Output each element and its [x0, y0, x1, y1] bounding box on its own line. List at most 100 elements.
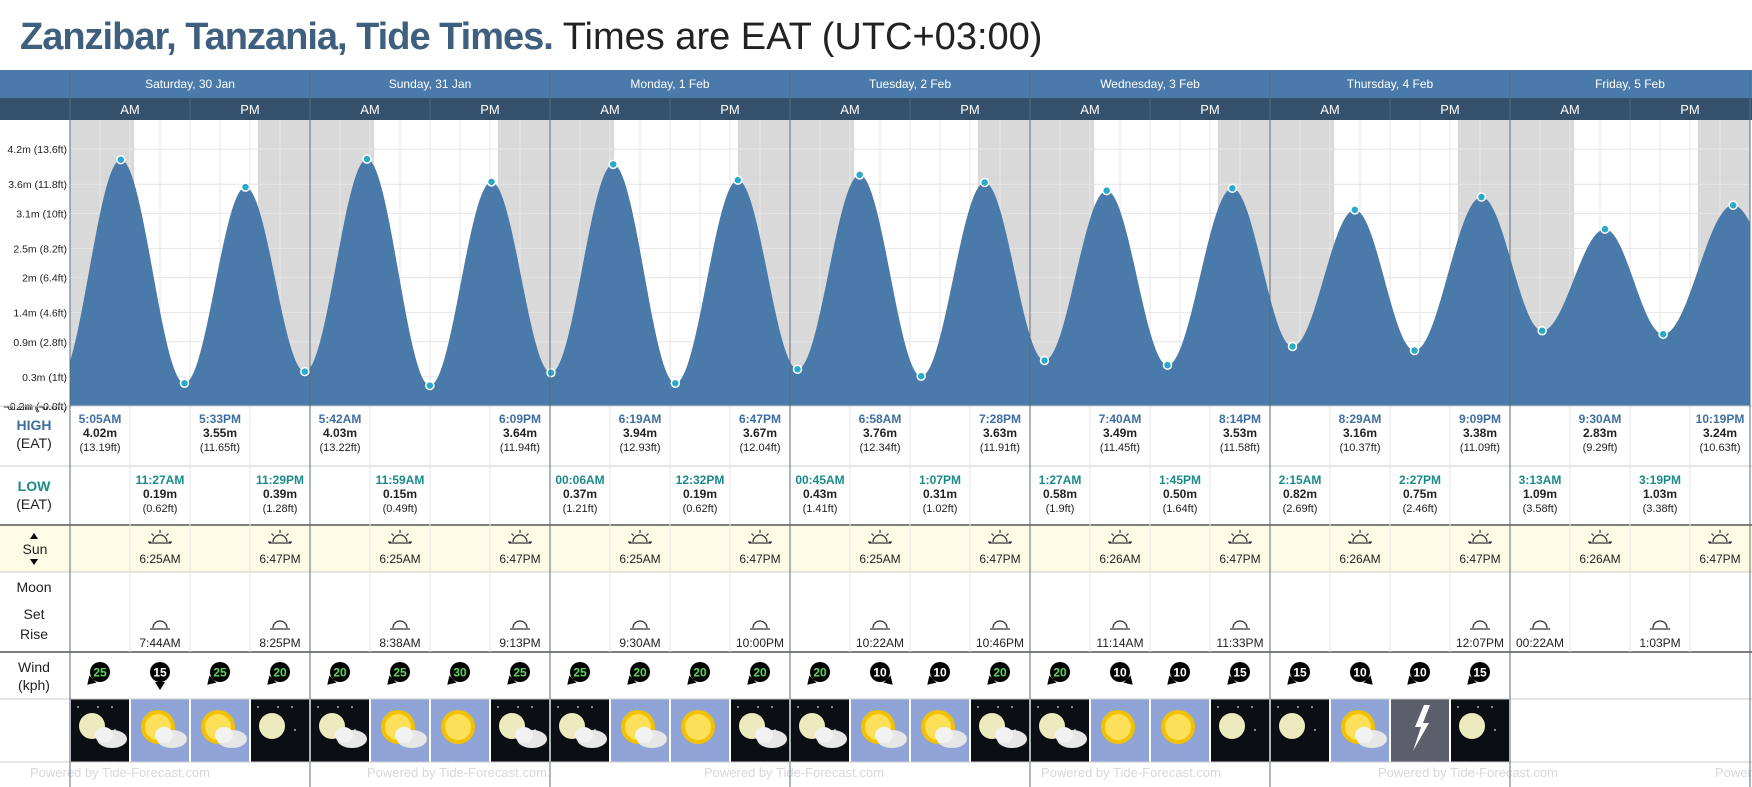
- sun-arc: [992, 534, 1008, 543]
- wind-speed: 10: [1353, 666, 1367, 680]
- low-tide-height: 0.50m: [1163, 487, 1197, 501]
- low-tide-time: 1:07PM: [919, 473, 961, 487]
- cloud: [575, 727, 593, 743]
- cloud: [875, 727, 893, 743]
- high-tide-feet: (9.29ft): [1583, 442, 1618, 454]
- moon-time: 7:44AM: [139, 636, 180, 650]
- storm-icon: [1391, 699, 1449, 762]
- sun-arc: [1232, 534, 1248, 543]
- sun-ray: [405, 533, 409, 537]
- wind-circle: [1110, 662, 1130, 682]
- high-tide-feet: (12.93ft): [620, 442, 661, 454]
- sunrise-icon: [868, 530, 892, 544]
- sunset-time: 6:47PM: [739, 552, 780, 566]
- star: [111, 706, 113, 708]
- sunrise-time: 6:26AM: [1099, 552, 1140, 566]
- sunrise-time: 6:25AM: [139, 552, 180, 566]
- wind-indicator: 25: [567, 662, 590, 685]
- arrow-head: [87, 675, 97, 685]
- am-label: AM: [1080, 102, 1100, 117]
- wind-speed: 15: [1293, 666, 1307, 680]
- high-tide-point: [1476, 192, 1487, 202]
- high-tide-feet: (11.91ft): [980, 442, 1020, 454]
- low-tide-feet: (1.9ft): [1046, 503, 1075, 515]
- star: [1457, 706, 1459, 708]
- pm-label: PM: [720, 102, 740, 117]
- sun-ray: [271, 533, 275, 537]
- star: [1494, 729, 1496, 731]
- sun-cloudy-icon: [611, 699, 669, 762]
- high-tide-height: 3.53m: [1223, 426, 1257, 440]
- cloud: [755, 727, 773, 743]
- wind-indicator: 10: [1110, 662, 1133, 685]
- arrow-head: [627, 675, 637, 685]
- am-label: AM: [600, 102, 620, 117]
- wind-indicator: 15: [1467, 662, 1490, 685]
- high-tide-feet: (12.34ft): [860, 442, 901, 454]
- low-tide-point: [1409, 345, 1420, 356]
- arrow-head: [387, 675, 397, 685]
- pm-label: PM: [1440, 102, 1460, 117]
- day-label: Monday, 1 Feb: [630, 77, 709, 91]
- high-tide-point: [608, 159, 618, 170]
- high-tide-point: [1600, 224, 1610, 234]
- y-tick-label: 0.3m (1ft): [22, 372, 67, 384]
- moon-arc: [1652, 620, 1668, 629]
- star: [977, 706, 979, 708]
- low-tide-feet: (0.62ft): [143, 503, 178, 515]
- low-tide-time: 00:06AM: [555, 473, 604, 487]
- wind-arrow-icon: [627, 675, 637, 685]
- cloud: [95, 727, 113, 743]
- wind-arrow-icon: [507, 675, 517, 685]
- low-tide-feet: (2.69ft): [1283, 503, 1318, 515]
- day-label: Thursday, 4 Feb: [1347, 77, 1434, 91]
- high-tide-time: 7:28PM: [979, 412, 1021, 426]
- low-tide-time: 12:32PM: [676, 473, 725, 487]
- wind-speed: 20: [633, 666, 647, 680]
- moon-time: 10:22AM: [856, 636, 904, 650]
- am-label: AM: [360, 102, 380, 117]
- sun-disc: [1105, 714, 1131, 740]
- low-tide-point: [916, 371, 926, 381]
- high-tide-height: 2.83m: [1583, 426, 1617, 440]
- watermark-text: Powered by Tide-Forecast.com: [704, 765, 884, 780]
- moon-time: 8:25PM: [259, 636, 300, 650]
- sunset-time: 6:47PM: [1219, 552, 1260, 566]
- high-tide-time: 5:05AM: [79, 412, 122, 426]
- sun-ray: [511, 533, 515, 537]
- high-tide-point: [240, 182, 251, 192]
- sunset-time: 6:47PM: [1699, 552, 1740, 566]
- wind-speed: 20: [813, 666, 827, 680]
- moon-time: 11:14AM: [1096, 636, 1143, 650]
- sun-cloudy-icon: [1331, 699, 1389, 762]
- high-tide-time: 8:14PM: [1219, 412, 1261, 426]
- sun-ray: [1485, 533, 1489, 537]
- y-tick-label: 1.4m (4.6ft): [13, 308, 67, 320]
- arrow-head: [1467, 675, 1477, 685]
- star: [771, 706, 773, 708]
- moon-arc: [1112, 620, 1128, 629]
- star: [1037, 706, 1039, 708]
- wind-speed: 15: [153, 666, 167, 680]
- wind-circle: [1050, 662, 1070, 682]
- cloud: [1355, 727, 1373, 743]
- low-tide-point: [179, 378, 190, 388]
- wind-arrow-icon: [267, 675, 277, 685]
- wind-circle: [930, 662, 950, 682]
- am-label: AM: [1320, 102, 1340, 117]
- pm-label: PM: [240, 102, 260, 117]
- moonrise-icon: [990, 620, 1010, 630]
- wind-indicator: 15: [1287, 662, 1310, 685]
- wind-speed: 30: [453, 666, 467, 680]
- high-tide-time: 8:29AM: [1339, 412, 1382, 426]
- low-tide-time: 11:59AM: [376, 473, 425, 487]
- low-tide-feet: (1.28ft): [263, 503, 298, 515]
- moon-arc: [272, 620, 288, 629]
- sunrise-time: 6:26AM: [1579, 552, 1620, 566]
- cloud: [395, 727, 413, 743]
- star: [317, 706, 319, 708]
- star: [831, 706, 833, 708]
- sun-cloudy-icon: [191, 699, 249, 762]
- star: [997, 706, 999, 708]
- sun-arc: [1472, 534, 1488, 543]
